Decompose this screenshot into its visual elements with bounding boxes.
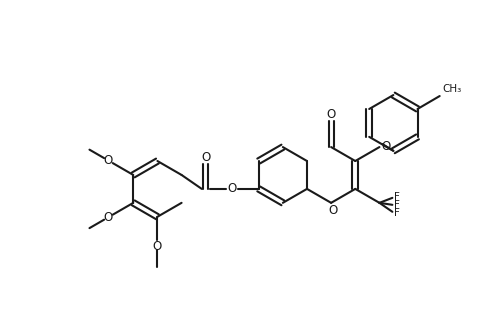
Text: O: O (103, 211, 112, 224)
Text: F: F (395, 192, 400, 202)
Text: O: O (329, 204, 338, 217)
Text: CH₃: CH₃ (443, 84, 462, 94)
Text: O: O (201, 151, 211, 164)
Text: O: O (327, 108, 336, 121)
Text: O: O (227, 182, 236, 195)
Text: F: F (395, 200, 400, 210)
Text: O: O (103, 154, 112, 167)
Text: F: F (395, 208, 400, 218)
Text: O: O (382, 140, 391, 153)
Text: O: O (153, 240, 162, 253)
